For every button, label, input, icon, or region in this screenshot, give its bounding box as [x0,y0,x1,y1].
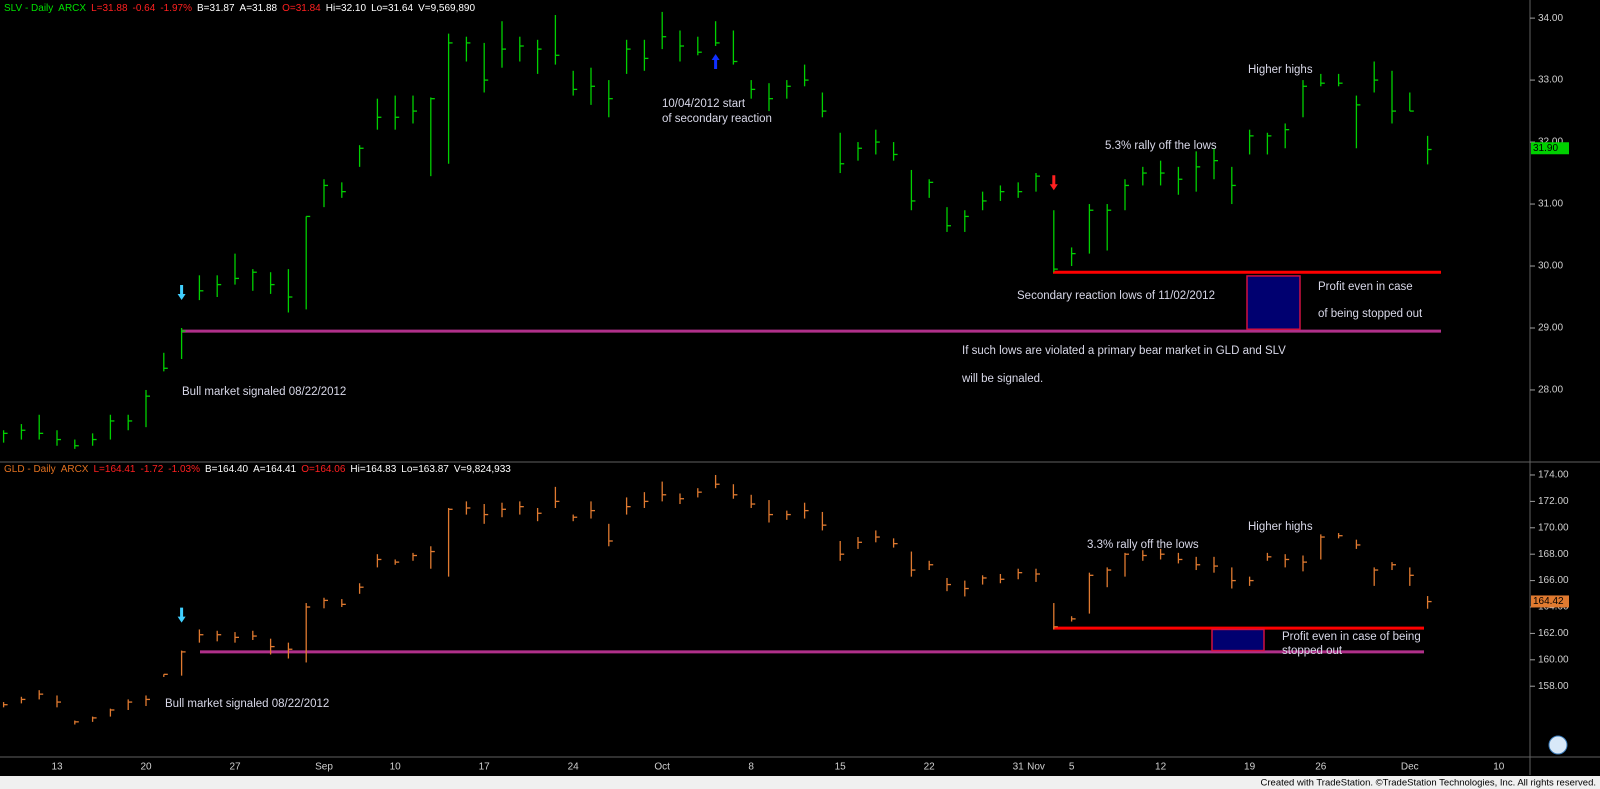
header-item: A=164.41 [253,464,297,475]
header-item: O=164.06 [301,464,346,475]
last-price-tag [1531,142,1569,155]
header-item: -1.03% [168,464,200,475]
annotation: 5.3% rally off the lows [1105,140,1217,152]
y-tick-label: 29.00 [1538,323,1563,334]
y-tick-label: 31.00 [1538,199,1563,210]
x-tick-label: 20 [140,762,152,773]
header-item: L=31.88 [91,3,128,14]
arrow [1049,175,1058,191]
annotation: 10/04/2012 start [662,98,746,110]
y-tick-label: 166.00 [1538,575,1569,586]
header-item: Lo=163.87 [401,464,449,475]
header-item: Hi=164.83 [350,464,396,475]
y-tick-label: 170.00 [1538,522,1569,533]
header-item: -0.64 [133,3,156,14]
profit-box [1246,275,1301,330]
x-tick-label: 10 [390,762,402,773]
x-tick-label: 24 [568,762,580,773]
y-tick-label: 158.00 [1538,681,1569,692]
annotation: Profit even in case [1318,281,1413,293]
annotation: Bull market signaled 08/22/2012 [182,386,346,398]
panel-header: GLD - Daily ARCX L=164.41 -1.72 -1.03% B=164.… [4,464,511,475]
annotation: Profit even in case of being [1282,631,1421,643]
header-item: GLD - Daily [4,464,56,475]
y-tick-label: 172.00 [1538,496,1569,507]
y-tick-label: 160.00 [1538,654,1569,665]
y-tick-label: 174.00 [1538,470,1569,481]
x-tick-label: 10 [1493,762,1505,773]
annotation: stopped out [1282,645,1343,657]
x-tick-label: 17 [479,762,491,773]
header-item: ARCX [61,464,89,475]
x-tick-label: 12 [1155,762,1167,773]
header-item: V=9,824,933 [454,464,511,475]
header-item: A=31.88 [240,3,278,14]
footer: Created with TradeStation. ©TradeStation… [1261,778,1596,789]
annotation: of being stopped out [1318,308,1423,320]
y-tick-label: 30.00 [1538,261,1563,272]
footer-band [0,776,1600,789]
header-item: B=164.40 [205,464,249,475]
y-tick-label: 33.00 [1538,75,1563,86]
header-item: O=31.84 [282,3,321,14]
annotation: Secondary reaction lows of 11/02/2012 [1017,290,1215,302]
x-tick-label: Nov [1027,762,1045,773]
header-item: -1.72 [140,464,163,475]
annotation: 3.3% rally off the lows [1087,539,1199,551]
arrow [711,54,720,70]
x-tick-label: 15 [835,762,847,773]
y-tick-label: 34.00 [1538,13,1563,24]
y-tick-label: 28.00 [1538,385,1563,396]
header-item: ARCX [58,3,86,14]
y-tick-label: 168.00 [1538,549,1569,560]
arrow [177,284,186,300]
x-tick-label: Oct [654,762,670,773]
annotation: If such lows are violated a primary bear… [962,345,1286,357]
x-tick-label: 13 [51,762,63,773]
profit-box [1211,628,1265,652]
icon [1548,735,1568,755]
header-item: Hi=32.10 [326,3,367,14]
annotation: of secondary reaction [662,113,772,125]
y-tick-label: 32.00 [1538,137,1563,148]
x-tick-label: 19 [1244,762,1256,773]
last-price-label: 31.90 [1533,143,1558,154]
header-item: B=31.87 [197,3,235,14]
header-item: Lo=31.64 [371,3,413,14]
annotation: Higher highs [1248,64,1313,76]
x-tick-label: 5 [1069,762,1075,773]
header-item: -1.97% [160,3,192,14]
panel-header: SLV - Daily ARCX L=31.88 -0.64 -1.97% B=31.87… [4,3,475,14]
header-item: L=164.41 [93,464,135,475]
x-tick-label: 26 [1315,762,1327,773]
annotation: Bull market signaled 08/22/2012 [165,698,329,710]
annotation: Higher highs [1248,521,1313,533]
x-tick-label: 27 [229,762,241,773]
header-item: SLV - Daily [4,3,53,14]
last-price-label: 164.42 [1533,596,1564,607]
annotation: will be signaled. [961,373,1043,385]
x-tick-label: 8 [748,762,754,773]
arrow [177,607,186,623]
x-tick-label: Sep [315,762,333,773]
x-tick-label: Dec [1401,762,1419,773]
x-tick-label: 22 [924,762,936,773]
header-item: V=9,569,890 [418,3,475,14]
y-tick-label: 162.00 [1538,628,1569,639]
last-price-tag [1531,595,1569,608]
x-tick-label: 31 [1013,762,1025,773]
